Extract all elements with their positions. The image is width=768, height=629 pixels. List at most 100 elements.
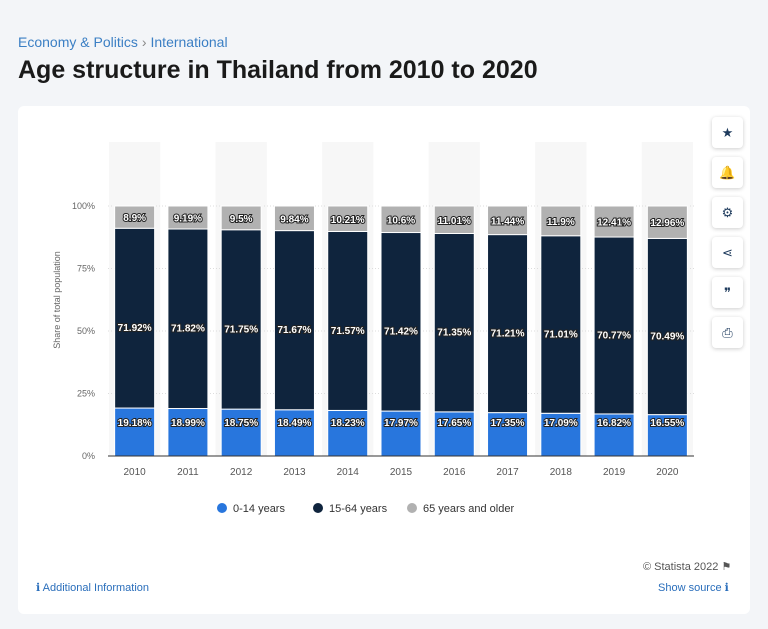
legend-marker bbox=[217, 503, 227, 513]
bar-segment bbox=[433, 233, 475, 413]
data-label: 18.75% bbox=[224, 418, 258, 429]
x-tick-label: 2015 bbox=[390, 467, 413, 478]
breadcrumb-economy[interactable]: Economy & Politics bbox=[18, 34, 138, 50]
print-button[interactable]: ⎙ bbox=[712, 317, 743, 348]
breadcrumb-international[interactable]: International bbox=[150, 34, 228, 50]
y-axis-label: Share of total population bbox=[52, 251, 62, 349]
bar-segment bbox=[273, 230, 315, 411]
gear-icon: ⚙ bbox=[721, 204, 734, 220]
y-tick-label: 100% bbox=[72, 201, 95, 211]
x-tick-label: 2018 bbox=[550, 467, 573, 478]
x-tick-label: 2014 bbox=[337, 467, 360, 478]
data-label: 71.57% bbox=[331, 326, 365, 337]
y-tick-label: 0% bbox=[82, 451, 95, 461]
data-label: 16.55% bbox=[650, 418, 684, 429]
bar-segment bbox=[540, 205, 582, 237]
bar-segment bbox=[540, 412, 582, 457]
data-label: 17.97% bbox=[384, 418, 418, 429]
data-label: 71.67% bbox=[277, 325, 311, 336]
data-label: 71.82% bbox=[171, 324, 205, 335]
data-label: 12.96% bbox=[650, 218, 684, 229]
bar-segment bbox=[273, 205, 315, 232]
quote-icon: ❞ bbox=[724, 284, 731, 300]
x-tick-label: 2013 bbox=[283, 467, 306, 478]
bar-segment bbox=[540, 235, 582, 414]
data-label: 18.23% bbox=[331, 418, 365, 429]
bar-segment bbox=[593, 413, 635, 457]
data-label: 10.6% bbox=[387, 215, 415, 226]
bar-segment bbox=[167, 205, 209, 230]
x-tick-label: 2011 bbox=[177, 467, 199, 478]
bar-segment bbox=[114, 407, 156, 457]
show-source-link[interactable]: Show source ℹ bbox=[658, 582, 729, 594]
x-tick-label: 2010 bbox=[124, 467, 147, 478]
x-tick-label: 2016 bbox=[443, 467, 466, 478]
data-label: 16.82% bbox=[597, 418, 631, 429]
data-label: 17.65% bbox=[437, 418, 471, 429]
quote-button[interactable]: ❞ bbox=[712, 277, 743, 308]
x-tick-label: 2017 bbox=[496, 467, 519, 478]
data-label: 8.9% bbox=[123, 213, 146, 224]
data-label: 71.75% bbox=[224, 324, 258, 335]
bar-segment bbox=[220, 229, 262, 410]
bar-segment bbox=[380, 232, 422, 412]
bar-segment bbox=[487, 234, 529, 414]
legend-label: 65 years and older bbox=[423, 503, 514, 515]
data-label: 9.19% bbox=[174, 213, 202, 224]
data-label: 11.44% bbox=[491, 216, 524, 227]
legend-label: 15-64 years bbox=[329, 503, 388, 515]
copyright: © Statista 2022 ⚑ bbox=[643, 561, 732, 573]
data-label: 71.35% bbox=[437, 328, 471, 339]
bell-icon: 🔔 bbox=[719, 164, 736, 180]
data-label: 70.49% bbox=[650, 331, 684, 342]
data-label: 11.01% bbox=[438, 216, 471, 227]
print-icon: ⎙ bbox=[722, 324, 733, 340]
additional-information-link[interactable]: ℹ Additional Information bbox=[36, 582, 150, 594]
star-icon: ★ bbox=[721, 124, 734, 140]
bar-segment bbox=[273, 409, 315, 457]
data-label: 9.5% bbox=[230, 214, 253, 225]
bar-segment bbox=[327, 231, 369, 411]
side-toolbar: ★ 🔔 ⚙ ⋖ ❞ ⎙ bbox=[712, 117, 743, 348]
data-label: 18.99% bbox=[171, 418, 205, 429]
bar-segment bbox=[433, 411, 475, 457]
x-tick-label: 2020 bbox=[656, 467, 679, 478]
bar-segment bbox=[593, 205, 635, 238]
bar-segment bbox=[646, 237, 688, 416]
data-label: 9.84% bbox=[280, 214, 308, 225]
share-button[interactable]: ⋖ bbox=[712, 237, 743, 268]
y-tick-label: 75% bbox=[77, 264, 95, 274]
gear-button[interactable]: ⚙ bbox=[712, 197, 743, 228]
bar-segment bbox=[646, 205, 688, 239]
bar-segment bbox=[220, 205, 262, 231]
data-label: 17.09% bbox=[544, 418, 578, 429]
legend-marker bbox=[407, 503, 417, 513]
data-label: 71.92% bbox=[118, 323, 152, 334]
page-title: Age structure in Thailand from 2010 to 2… bbox=[18, 56, 538, 84]
data-label: 11.9% bbox=[547, 217, 575, 228]
bar-segment bbox=[114, 227, 156, 409]
bar-segment bbox=[380, 410, 422, 457]
data-label: 18.49% bbox=[277, 418, 311, 429]
legend-label: 0-14 years bbox=[233, 503, 285, 515]
legend-marker bbox=[313, 503, 323, 513]
data-label: 10.21% bbox=[331, 215, 365, 226]
bar-segment bbox=[167, 408, 209, 457]
bar-segment bbox=[646, 414, 688, 457]
chevron-right-icon: › bbox=[141, 34, 147, 50]
data-label: 12.41% bbox=[597, 218, 631, 229]
star-button[interactable]: ★ bbox=[712, 117, 743, 148]
breadcrumb: Economy & Politics › International bbox=[18, 34, 228, 50]
info-icon: ℹ bbox=[724, 582, 729, 594]
y-tick-label: 50% bbox=[77, 326, 95, 336]
y-tick-label: 25% bbox=[77, 389, 95, 399]
bar-segment bbox=[433, 205, 475, 235]
info-icon: ℹ bbox=[36, 582, 41, 594]
data-label: 17.35% bbox=[491, 418, 525, 429]
flag-icon: ⚑ bbox=[721, 561, 732, 573]
bar-segment bbox=[220, 408, 262, 457]
bell-button[interactable]: 🔔 bbox=[712, 157, 743, 188]
bar-segment bbox=[327, 205, 369, 233]
bar-segment bbox=[487, 205, 529, 236]
